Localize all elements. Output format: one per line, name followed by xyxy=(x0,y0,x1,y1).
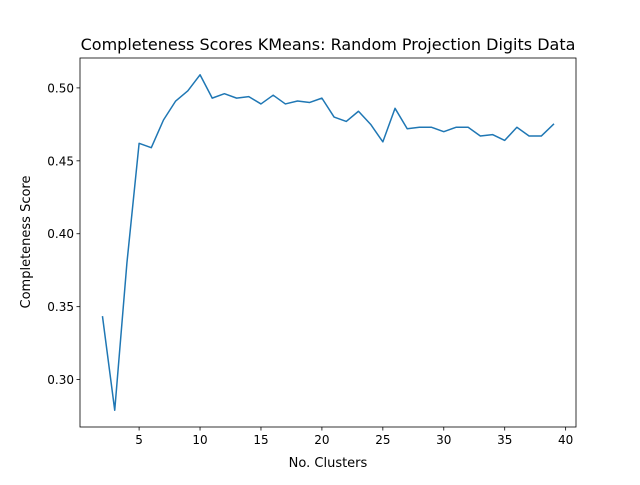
plot-area xyxy=(103,75,554,410)
x-axis-label: No. Clusters xyxy=(289,456,368,471)
x-tick-label: 10 xyxy=(192,433,207,447)
y-tick-label: 0.30 xyxy=(47,373,74,387)
chart-title: Completeness Scores KMeans: Random Proje… xyxy=(81,35,576,54)
y-axis-label: Completeness Score xyxy=(19,176,34,309)
y-tick-label: 0.45 xyxy=(47,154,74,168)
x-tick-label: 25 xyxy=(375,433,390,447)
series-line-0 xyxy=(103,75,554,410)
y-tick-label: 0.35 xyxy=(47,300,74,314)
y-tick-label: 0.40 xyxy=(47,227,74,241)
x-tick-label: 30 xyxy=(436,433,451,447)
x-tick-label: 40 xyxy=(558,433,573,447)
x-tick-label: 5 xyxy=(135,433,143,447)
axes-frame xyxy=(80,58,576,427)
x-tick-label: 15 xyxy=(253,433,268,447)
x-tick-label: 35 xyxy=(497,433,512,447)
x-tick-label: 20 xyxy=(314,433,329,447)
y-tick-label: 0.50 xyxy=(47,81,74,95)
axes: 5 10 15 20 25 30 35 40 0.30 0.35 0.40 0.45 0.50 xyxy=(47,58,576,447)
